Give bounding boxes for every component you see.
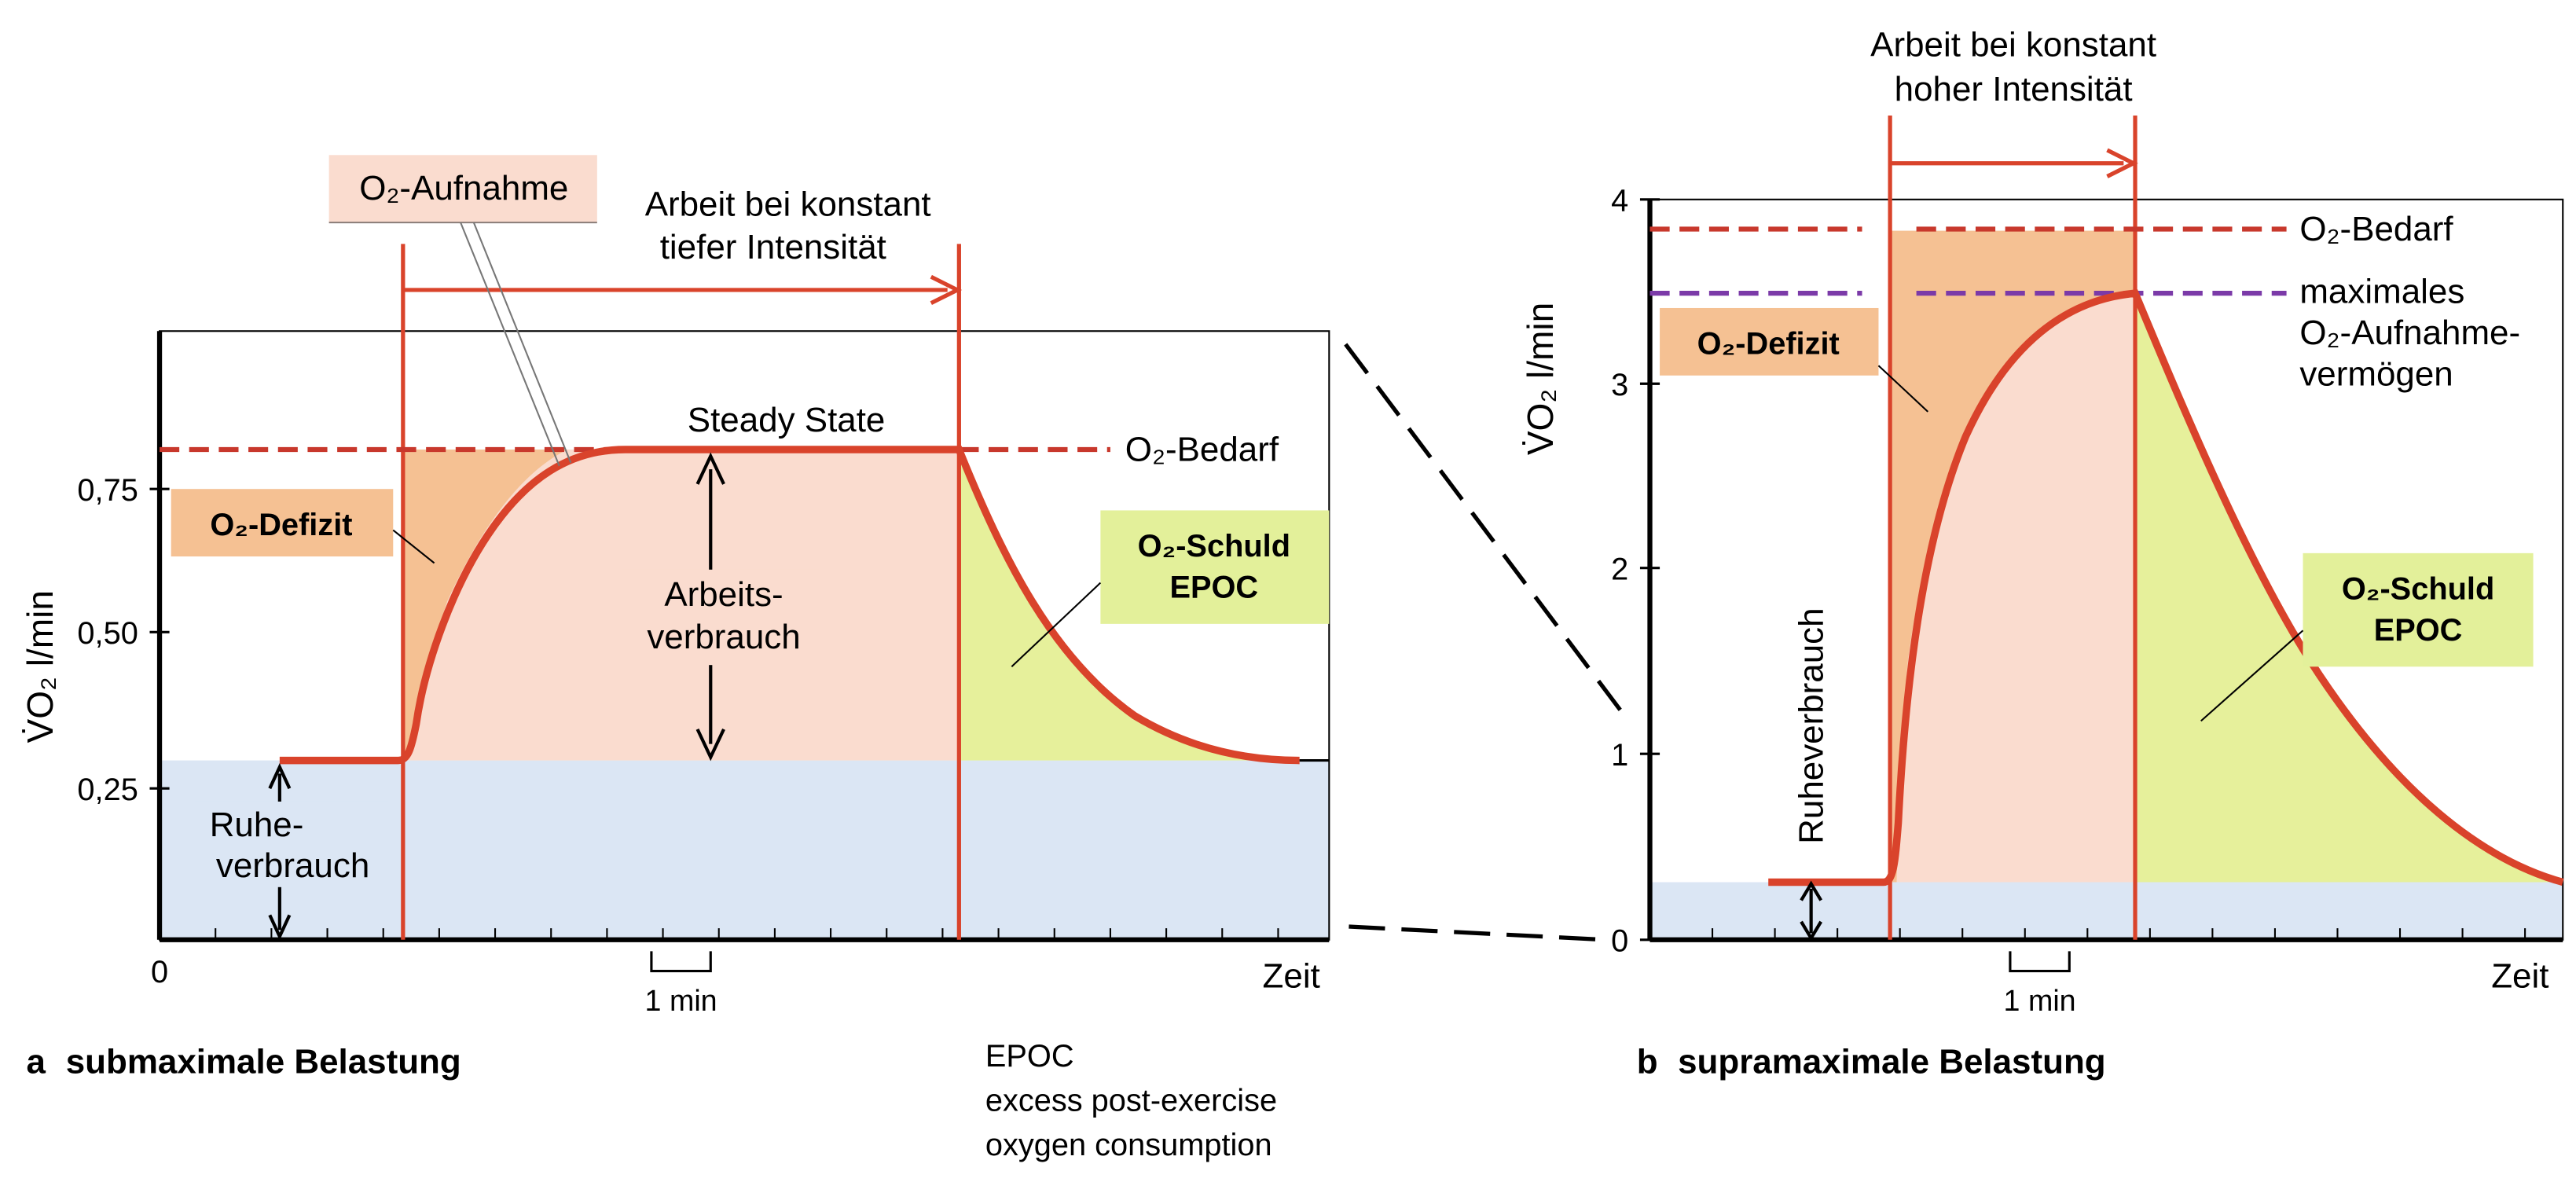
deficit-region-a (402, 449, 568, 761)
y-tick-label-a: 0,50 (77, 616, 138, 651)
ruhe-arrowhead-down-b (1800, 920, 1823, 942)
x-axis-label-a: Zeit (1263, 956, 1320, 995)
work-label-a-line1: Arbeit bei konstant (645, 185, 931, 224)
work-label-b-line1: Arbeit bei konstant (1870, 26, 2156, 64)
ruhe-label-b: Ruheverbrauch (1792, 608, 1830, 843)
arbeits-arrowhead-up-a (695, 452, 725, 485)
ruhe-arrowhead-up-b (1800, 880, 1823, 901)
aufnahme-label-a: O₂-Aufnahme (359, 169, 568, 207)
y-tick-label-b: 2 (1611, 552, 1628, 586)
y-tick-label-b: 4 (1611, 183, 1628, 218)
caption-letter-b: b (1637, 1042, 1658, 1081)
schuld-label-b-line2: EPOC (2374, 613, 2463, 648)
work-arrowhead-b (2106, 148, 2138, 178)
y-axis-label-b: V̇O₂ l/min (1520, 303, 1561, 455)
minute-bracket-b (2009, 951, 2071, 973)
x-axis-label-b: Zeit (2491, 956, 2548, 995)
schuld-label-box-b (2303, 552, 2534, 667)
x-origin-label-a: 0 (151, 955, 168, 989)
steady-state-label-a: Steady State (688, 401, 886, 439)
footnote-line2: excess post-exercise (985, 1083, 1277, 1118)
panel-a: 0,25 0,50 0,75 0 Zeit 1 min V̇O₂ l/min (20, 155, 1330, 1081)
epoc-region-a (959, 449, 1330, 761)
y-ticks-b (1639, 198, 1660, 942)
schuld-leader-b (2200, 630, 2304, 722)
arbeits-label-a-line1: Arbeits- (664, 575, 783, 614)
deficit-region-b (1890, 230, 2136, 883)
x-ticks-a (215, 928, 1279, 940)
max-label-b-line1: maximales (2299, 273, 2464, 311)
uptake-curve-a (279, 446, 1300, 765)
ruhe-label-a-line1: Ruhe- (210, 806, 304, 844)
uptake-curve-b (1768, 289, 2564, 886)
arbeits-label-bg-a (622, 569, 820, 666)
ruhe-arrowhead-down-a (268, 914, 292, 941)
x-ticks-b (1712, 928, 2526, 940)
epoc-footnote: EPOC excess post-exercise oxygen consump… (985, 1039, 1277, 1162)
aufnahme-leader-a (460, 222, 572, 467)
aufnahme-label-box-a (328, 155, 597, 223)
ruhe-arrowhead-up-a (268, 762, 292, 790)
deficit-label-b: O₂-Defizit (1697, 327, 1840, 362)
minute-label-a: 1 min (645, 984, 717, 1017)
schuld-label-b-line1: O₂-Schuld (2342, 571, 2494, 606)
schuld-label-a-line2: EPOC (1169, 570, 1258, 604)
deficit-label-box-a (171, 489, 394, 557)
work-label-b-line2: hoher Intensität (1895, 70, 2133, 108)
y-axis-label-a: V̇O₂ l/min (20, 590, 61, 743)
epoc-region-b (2135, 293, 2563, 883)
arbeits-label-a-line2: verbrauch (647, 618, 800, 656)
y-tick-label-b: 1 (1611, 738, 1628, 773)
zoom-connector-top (1344, 343, 1631, 722)
work-arrowhead-a (930, 274, 963, 306)
y-tick-label-a: 0,25 (77, 773, 138, 807)
schuld-label-a-line1: O₂-Schuld (1138, 529, 1290, 563)
bedarf-label-b: O₂-Bedarf (2299, 210, 2453, 248)
deficit-leader-b (1877, 365, 1928, 413)
max-label-b-line3: vermögen (2299, 354, 2453, 393)
bedarf-label-a: O₂-Bedarf (1125, 431, 1279, 469)
footnote-line1: EPOC (985, 1039, 1074, 1074)
ruhe-label-bg-a (194, 801, 389, 887)
minute-label-b: 1 min (2004, 984, 2076, 1017)
minute-bracket-a (650, 951, 712, 973)
ruhe-label-a-line2: verbrauch (216, 846, 369, 885)
zoom-connector-bottom (1349, 924, 1606, 942)
arbeits-arrowhead-down-a (695, 728, 725, 762)
y-tick-label-b: 3 (1611, 368, 1628, 402)
panel-b: 0 1 2 3 4 Zeit 1 min V̇O₂ l/min Arbeit b… (1520, 26, 2564, 1081)
caption-a: submaximale Belastung (66, 1042, 461, 1081)
schuld-leader-a (1011, 582, 1102, 668)
deficit-label-a: O₂-Defizit (210, 508, 352, 542)
footnote-line3: oxygen consumption (985, 1128, 1272, 1162)
deficit-leader-a (392, 529, 435, 564)
caption-b: supramaximale Belastung (1678, 1042, 2106, 1081)
work-label-a-line2: tiefer Intensität (660, 228, 886, 266)
max-label-b-line2: O₂-Aufnahme- (2299, 314, 2520, 352)
rest-region-b (1649, 882, 2563, 940)
caption-letter-a: a (26, 1042, 46, 1081)
deficit-label-box-b (1660, 307, 1879, 376)
y-tick-label-a: 0,75 (77, 473, 138, 508)
schuld-label-box-a (1100, 510, 1330, 624)
y-tick-label-b: 0 (1611, 923, 1628, 958)
